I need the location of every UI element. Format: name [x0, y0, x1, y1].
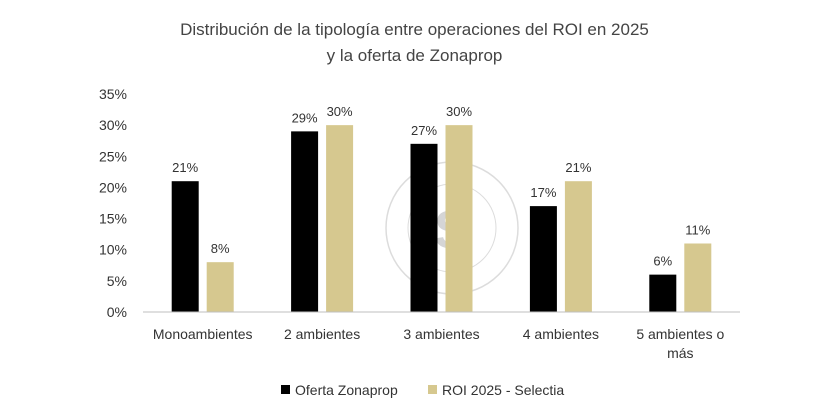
y-tick-label: 25% [99, 148, 127, 164]
bar-oferta-zonaprop [410, 143, 438, 312]
legend-label: ROI 2025 - Selectia [442, 382, 564, 398]
y-tick-label: 35% [99, 86, 127, 102]
bars [171, 125, 712, 313]
chart-title: Distribución de la tipología entre opera… [180, 20, 649, 39]
y-tick-label: 15% [99, 211, 127, 227]
bar-oferta-zonaprop [529, 206, 557, 312]
bar-oferta-zonaprop [171, 181, 199, 312]
data-label: 30% [327, 104, 353, 119]
y-tick-label: 30% [99, 117, 127, 133]
bar-roi-2025-selectia [684, 243, 712, 312]
x-category-label: más [667, 345, 693, 361]
x-category-label: 4 ambientes [523, 326, 599, 342]
bar-oferta-zonaprop [649, 274, 677, 312]
data-label: 21% [172, 160, 198, 175]
x-category-label: Monoambientes [153, 326, 253, 342]
data-label: 6% [653, 254, 672, 269]
data-label: 11% [685, 222, 710, 237]
bar-roi-2025-selectia [445, 125, 473, 313]
y-axis: 0% 5% 10% 15% 20% 25% 30% 35% [99, 86, 127, 320]
legend: Oferta Zonaprop ROI 2025 - Selectia [281, 382, 564, 398]
data-label: 21% [565, 160, 591, 175]
y-tick-label: 0% [107, 304, 127, 320]
bar-roi-2025-selectia [326, 125, 354, 313]
y-tick-label: 10% [99, 242, 127, 258]
x-category-label: 3 ambientes [403, 326, 479, 342]
bar-oferta-zonaprop [291, 131, 319, 312]
y-tick-label: 5% [107, 273, 127, 289]
legend-swatch [281, 385, 290, 394]
x-category-label: 2 ambientes [284, 326, 360, 342]
data-label: 27% [411, 123, 437, 138]
bar-roi-2025-selectia [564, 181, 592, 312]
legend-swatch [428, 385, 437, 394]
chart-subtitle: y la oferta de Zonaprop [326, 46, 503, 65]
data-label: 17% [530, 185, 556, 200]
data-label: 30% [446, 104, 472, 119]
x-category-label: 5 ambientes o [636, 326, 724, 342]
x-axis: Monoambientes 2 ambientes 3 ambientes 4 amb… [143, 311, 740, 361]
data-label: 8% [211, 241, 230, 256]
data-labels: 21% 29% 27% 17% 6% 8% 30% 30% 21% 11% [172, 104, 711, 268]
legend-label: Oferta Zonaprop [295, 382, 398, 398]
bar-roi-2025-selectia [206, 262, 234, 312]
y-tick-label: 20% [99, 179, 127, 195]
data-label: 29% [292, 110, 318, 125]
